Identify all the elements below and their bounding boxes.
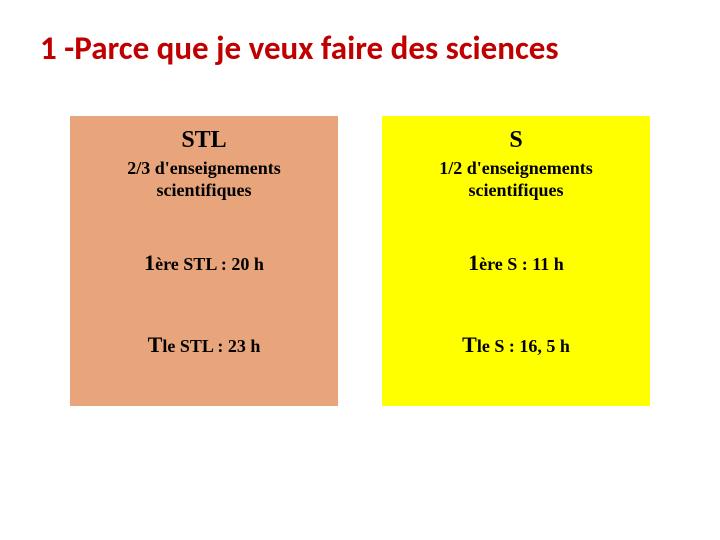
s-heading: S <box>509 126 522 155</box>
s-row-tle: Tle S : 16, 5 h <box>462 332 570 358</box>
stl-row-1ere: 1ère STL : 20 h <box>144 250 264 276</box>
slide-title: 1 -Parce que je veux faire des sciences <box>40 28 680 68</box>
stl-row1-big: 1 <box>144 250 155 275</box>
s-row2-rest: le S : 16, 5 h <box>477 336 570 356</box>
column-stl: STL 2/3 d'enseignements scientifiques 1è… <box>70 116 338 406</box>
s-subheading: 1/2 d'enseignements scientifiques <box>400 157 632 202</box>
stl-row1-rest: ère STL : 20 h <box>155 254 264 274</box>
stl-row2-big: T <box>148 332 163 357</box>
stl-row-tle: Tle STL : 23 h <box>148 332 261 358</box>
stl-row2-rest: le STL : 23 h <box>162 336 260 356</box>
slide: 1 -Parce que je veux faire des sciences … <box>0 0 720 540</box>
s-row1-rest: ère S : 11 h <box>479 254 564 274</box>
column-s: S 1/2 d'enseignements scientifiques 1ère… <box>382 116 650 406</box>
stl-heading: STL <box>181 126 226 155</box>
s-row-1ere: 1ère S : 11 h <box>468 250 564 276</box>
s-row2-big: T <box>462 332 477 357</box>
s-row1-big: 1 <box>468 250 479 275</box>
comparison-columns: STL 2/3 d'enseignements scientifiques 1è… <box>40 116 680 406</box>
stl-subheading: 2/3 d'enseignements scientifiques <box>88 157 320 202</box>
